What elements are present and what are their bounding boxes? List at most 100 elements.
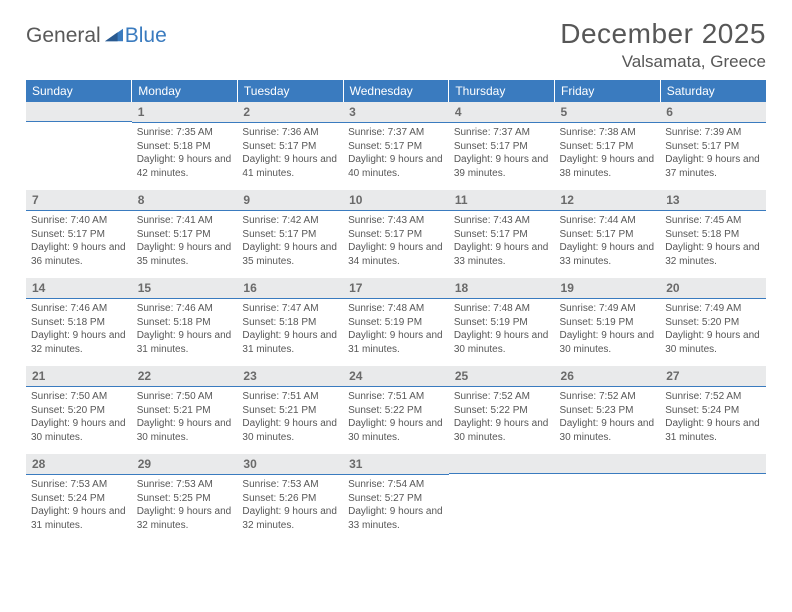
day-number: 24 <box>343 366 449 387</box>
calendar-cell: 2Sunrise: 7:36 AMSunset: 5:17 PMDaylight… <box>237 102 343 190</box>
calendar-cell: 15Sunrise: 7:46 AMSunset: 5:18 PMDayligh… <box>132 278 238 366</box>
calendar-cell: 30Sunrise: 7:53 AMSunset: 5:26 PMDayligh… <box>237 454 343 542</box>
day-details: Sunrise: 7:37 AMSunset: 5:17 PMDaylight:… <box>343 123 449 186</box>
day-number: 9 <box>237 190 343 211</box>
day-number: 29 <box>132 454 238 475</box>
calendar-cell: 13Sunrise: 7:45 AMSunset: 5:18 PMDayligh… <box>660 190 766 278</box>
day-details: Sunrise: 7:48 AMSunset: 5:19 PMDaylight:… <box>343 299 449 362</box>
day-header: Monday <box>132 80 238 102</box>
calendar-cell: 28Sunrise: 7:53 AMSunset: 5:24 PMDayligh… <box>26 454 132 542</box>
day-details: Sunrise: 7:44 AMSunset: 5:17 PMDaylight:… <box>555 211 661 274</box>
calendar-cell <box>660 454 766 542</box>
logo-text-a: General <box>26 24 101 48</box>
calendar-cell: 21Sunrise: 7:50 AMSunset: 5:20 PMDayligh… <box>26 366 132 454</box>
day-header: Sunday <box>26 80 132 102</box>
calendar-cell: 20Sunrise: 7:49 AMSunset: 5:20 PMDayligh… <box>660 278 766 366</box>
day-number: 20 <box>660 278 766 299</box>
day-details: Sunrise: 7:36 AMSunset: 5:17 PMDaylight:… <box>237 123 343 186</box>
day-number: 28 <box>26 454 132 475</box>
day-details: Sunrise: 7:38 AMSunset: 5:17 PMDaylight:… <box>555 123 661 186</box>
day-number-empty <box>555 454 661 474</box>
month-title: December 2025 <box>560 18 766 50</box>
day-number: 2 <box>237 102 343 123</box>
calendar-cell: 8Sunrise: 7:41 AMSunset: 5:17 PMDaylight… <box>132 190 238 278</box>
day-details: Sunrise: 7:41 AMSunset: 5:17 PMDaylight:… <box>132 211 238 274</box>
day-number: 26 <box>555 366 661 387</box>
calendar-week-row: 7Sunrise: 7:40 AMSunset: 5:17 PMDaylight… <box>26 190 766 278</box>
day-number: 11 <box>449 190 555 211</box>
calendar-cell: 17Sunrise: 7:48 AMSunset: 5:19 PMDayligh… <box>343 278 449 366</box>
calendar-cell: 4Sunrise: 7:37 AMSunset: 5:17 PMDaylight… <box>449 102 555 190</box>
logo-text-b: Blue <box>125 24 167 48</box>
day-number: 7 <box>26 190 132 211</box>
day-details: Sunrise: 7:53 AMSunset: 5:25 PMDaylight:… <box>132 475 238 538</box>
calendar-cell <box>555 454 661 542</box>
logo-triangle-icon <box>105 28 123 42</box>
day-details: Sunrise: 7:43 AMSunset: 5:17 PMDaylight:… <box>343 211 449 274</box>
day-number: 19 <box>555 278 661 299</box>
day-details: Sunrise: 7:48 AMSunset: 5:19 PMDaylight:… <box>449 299 555 362</box>
day-details: Sunrise: 7:47 AMSunset: 5:18 PMDaylight:… <box>237 299 343 362</box>
day-details: Sunrise: 7:49 AMSunset: 5:20 PMDaylight:… <box>660 299 766 362</box>
calendar-cell: 9Sunrise: 7:42 AMSunset: 5:17 PMDaylight… <box>237 190 343 278</box>
calendar-cell: 26Sunrise: 7:52 AMSunset: 5:23 PMDayligh… <box>555 366 661 454</box>
day-details: Sunrise: 7:46 AMSunset: 5:18 PMDaylight:… <box>132 299 238 362</box>
day-number: 25 <box>449 366 555 387</box>
day-details: Sunrise: 7:51 AMSunset: 5:22 PMDaylight:… <box>343 387 449 450</box>
header: General Blue December 2025 Valsamata, Gr… <box>26 18 766 72</box>
day-number: 18 <box>449 278 555 299</box>
calendar-cell: 16Sunrise: 7:47 AMSunset: 5:18 PMDayligh… <box>237 278 343 366</box>
day-details: Sunrise: 7:45 AMSunset: 5:18 PMDaylight:… <box>660 211 766 274</box>
calendar-cell: 24Sunrise: 7:51 AMSunset: 5:22 PMDayligh… <box>343 366 449 454</box>
day-details: Sunrise: 7:49 AMSunset: 5:19 PMDaylight:… <box>555 299 661 362</box>
calendar-cell: 1Sunrise: 7:35 AMSunset: 5:18 PMDaylight… <box>132 102 238 190</box>
day-header: Friday <box>555 80 661 102</box>
calendar-week-row: 28Sunrise: 7:53 AMSunset: 5:24 PMDayligh… <box>26 454 766 542</box>
calendar-cell <box>26 102 132 190</box>
calendar-cell: 12Sunrise: 7:44 AMSunset: 5:17 PMDayligh… <box>555 190 661 278</box>
day-header: Tuesday <box>237 80 343 102</box>
location: Valsamata, Greece <box>560 52 766 72</box>
day-number: 23 <box>237 366 343 387</box>
day-number: 6 <box>660 102 766 123</box>
day-details: Sunrise: 7:53 AMSunset: 5:24 PMDaylight:… <box>26 475 132 538</box>
day-number: 12 <box>555 190 661 211</box>
day-number: 16 <box>237 278 343 299</box>
calendar-cell: 29Sunrise: 7:53 AMSunset: 5:25 PMDayligh… <box>132 454 238 542</box>
logo: General Blue <box>26 24 167 48</box>
day-number-empty <box>660 454 766 474</box>
day-number: 31 <box>343 454 449 475</box>
calendar-cell <box>449 454 555 542</box>
calendar-cell: 10Sunrise: 7:43 AMSunset: 5:17 PMDayligh… <box>343 190 449 278</box>
day-details: Sunrise: 7:50 AMSunset: 5:21 PMDaylight:… <box>132 387 238 450</box>
day-header: Wednesday <box>343 80 449 102</box>
day-number: 17 <box>343 278 449 299</box>
day-details: Sunrise: 7:52 AMSunset: 5:23 PMDaylight:… <box>555 387 661 450</box>
day-number: 4 <box>449 102 555 123</box>
day-number: 5 <box>555 102 661 123</box>
day-header: Thursday <box>449 80 555 102</box>
calendar-week-row: 1Sunrise: 7:35 AMSunset: 5:18 PMDaylight… <box>26 102 766 190</box>
day-details: Sunrise: 7:51 AMSunset: 5:21 PMDaylight:… <box>237 387 343 450</box>
calendar-week-row: 21Sunrise: 7:50 AMSunset: 5:20 PMDayligh… <box>26 366 766 454</box>
day-number: 15 <box>132 278 238 299</box>
day-details: Sunrise: 7:52 AMSunset: 5:24 PMDaylight:… <box>660 387 766 450</box>
day-header-row: Sunday Monday Tuesday Wednesday Thursday… <box>26 80 766 102</box>
day-details: Sunrise: 7:52 AMSunset: 5:22 PMDaylight:… <box>449 387 555 450</box>
day-details: Sunrise: 7:46 AMSunset: 5:18 PMDaylight:… <box>26 299 132 362</box>
day-number: 14 <box>26 278 132 299</box>
day-number: 10 <box>343 190 449 211</box>
day-details: Sunrise: 7:50 AMSunset: 5:20 PMDaylight:… <box>26 387 132 450</box>
day-number: 30 <box>237 454 343 475</box>
day-details: Sunrise: 7:39 AMSunset: 5:17 PMDaylight:… <box>660 123 766 186</box>
calendar-cell: 27Sunrise: 7:52 AMSunset: 5:24 PMDayligh… <box>660 366 766 454</box>
day-details: Sunrise: 7:35 AMSunset: 5:18 PMDaylight:… <box>132 123 238 186</box>
calendar-cell: 3Sunrise: 7:37 AMSunset: 5:17 PMDaylight… <box>343 102 449 190</box>
day-number-empty <box>26 102 132 122</box>
day-number: 3 <box>343 102 449 123</box>
calendar-cell: 23Sunrise: 7:51 AMSunset: 5:21 PMDayligh… <box>237 366 343 454</box>
day-details: Sunrise: 7:43 AMSunset: 5:17 PMDaylight:… <box>449 211 555 274</box>
day-details: Sunrise: 7:37 AMSunset: 5:17 PMDaylight:… <box>449 123 555 186</box>
day-details: Sunrise: 7:42 AMSunset: 5:17 PMDaylight:… <box>237 211 343 274</box>
day-number: 8 <box>132 190 238 211</box>
